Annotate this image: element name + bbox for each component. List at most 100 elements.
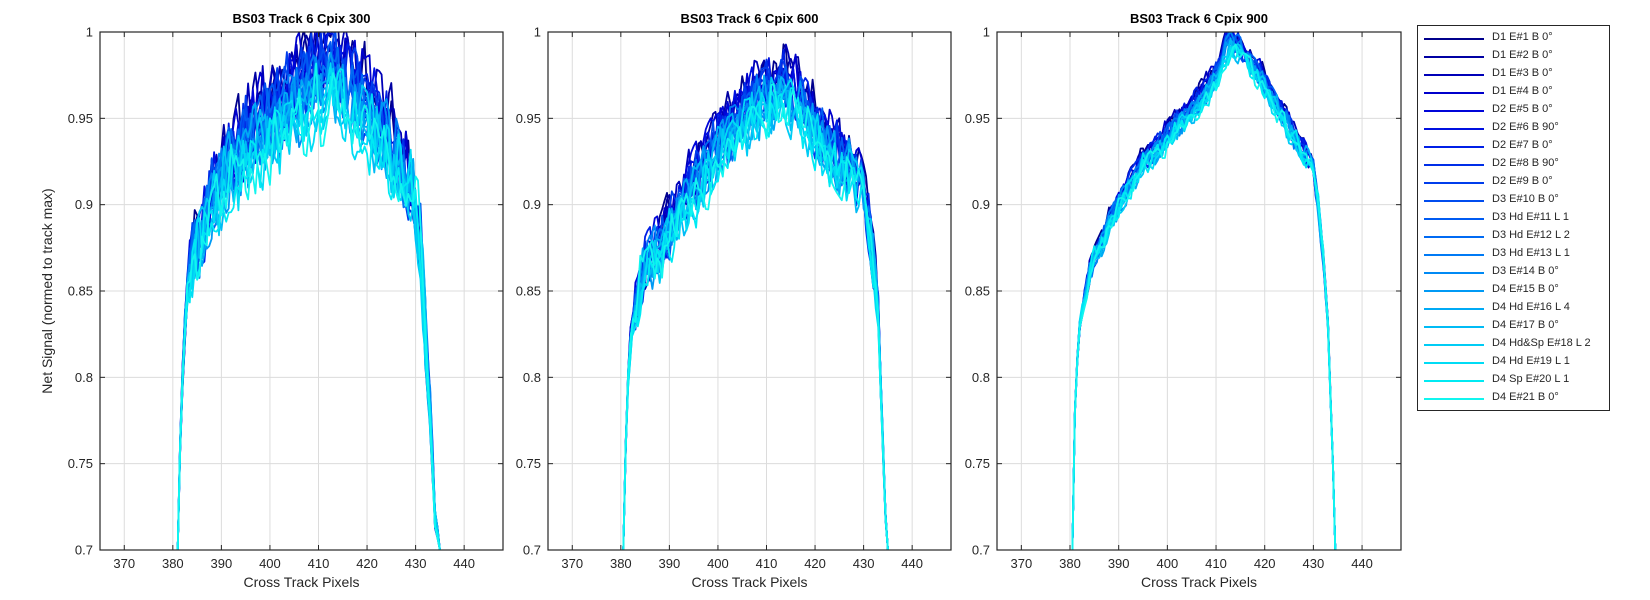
x-tick-label: 370 — [561, 556, 583, 571]
y-tick-label: 0.75 — [68, 456, 93, 471]
legend-entry: D2 E#6 B 90° — [1424, 120, 1609, 138]
x-tick-label: 430 — [853, 556, 875, 571]
legend-label: D2 E#9 B 0° — [1492, 175, 1553, 187]
legend-label: D1 E#1 B 0° — [1492, 31, 1553, 43]
x-axis-label: Cross Track Pixels — [1141, 574, 1257, 590]
legend-entry: D2 E#9 B 0° — [1424, 174, 1609, 192]
subplot-1: 370 380 390 400 410 420 430 440 0.7 0.75 0.8 0.85 0.… — [39, 11, 504, 590]
legend-swatch — [1424, 110, 1484, 112]
x-tick-label: 370 — [1010, 556, 1032, 571]
legend-label: D1 E#3 B 0° — [1492, 67, 1553, 79]
legend-label: D3 Hd E#11 L 1 — [1492, 211, 1570, 223]
legend-swatch — [1424, 164, 1484, 166]
series-line-13 — [176, 54, 441, 550]
legend-label: D4 Hd E#16 L 4 — [1492, 301, 1570, 313]
legend-entry: D3 Hd E#12 L 2 — [1424, 228, 1609, 246]
x-tick-label: 420 — [804, 556, 826, 571]
x-tick-label: 410 — [756, 556, 778, 571]
legend-label: D3 E#10 B 0° — [1492, 193, 1559, 205]
x-tick-label: 380 — [162, 556, 184, 571]
legend-entry: D1 E#1 B 0° — [1424, 30, 1609, 48]
chart-title: BS03 Track 6 Cpix 900 — [1130, 11, 1268, 26]
legend-label: D1 E#4 B 0° — [1492, 85, 1553, 97]
series-line-17 — [176, 74, 441, 550]
legend-entry: D4 Hd E#16 L 4 — [1424, 300, 1609, 318]
x-tick-label: 440 — [453, 556, 475, 571]
legend-entry: D4 Sp E#20 L 1 — [1424, 372, 1609, 390]
legend-swatch — [1424, 380, 1484, 382]
legend-swatch — [1424, 398, 1484, 400]
y-tick-label: 0.95 — [68, 111, 93, 126]
legend-label: D4 Sp E#20 L 1 — [1492, 373, 1570, 385]
x-tick-label: 410 — [308, 556, 330, 571]
legend-swatch — [1424, 290, 1484, 292]
y-tick-label: 0.85 — [68, 284, 93, 299]
legend-swatch — [1424, 74, 1484, 76]
legend-swatch — [1424, 146, 1484, 148]
legend-entry: D4 Hd&Sp E#18 L 2 — [1424, 336, 1609, 354]
legend-entry: D3 Hd E#13 L 1 — [1424, 246, 1609, 264]
x-tick-label: 440 — [1351, 556, 1373, 571]
series-group — [176, 32, 441, 550]
subplot-3: 370 380 390 400 410 420 430 440 0.7 0.75 0.8 0.85 0.… — [965, 11, 1402, 590]
legend-entry: D1 E#4 B 0° — [1424, 84, 1609, 102]
legend-swatch — [1424, 200, 1484, 202]
y-tick-label: 0.75 — [516, 456, 541, 471]
legend-label: D2 E#5 B 0° — [1492, 103, 1553, 115]
legend-swatch — [1424, 272, 1484, 274]
legend-label: D4 E#15 B 0° — [1492, 283, 1559, 295]
legend-label: D2 E#6 B 90° — [1492, 121, 1559, 133]
legend-label: D3 E#14 B 0° — [1492, 265, 1559, 277]
x-tick-label: 400 — [259, 556, 281, 571]
x-tick-label: 440 — [901, 556, 923, 571]
y-tick-label: 0.8 — [75, 370, 93, 385]
legend-swatch — [1424, 218, 1484, 220]
legend-label: D3 Hd E#13 L 1 — [1492, 247, 1570, 259]
x-tick-label: 390 — [211, 556, 233, 571]
x-axis-label: Cross Track Pixels — [692, 574, 808, 590]
legend-entry: D2 E#7 B 0° — [1424, 138, 1609, 156]
series-line-20 — [1071, 43, 1337, 550]
legend-swatch — [1424, 56, 1484, 58]
legend: D1 E#1 B 0° D1 E#2 B 0° D1 E#3 B 0° D1 E#4 … — [1417, 25, 1610, 411]
series-line-20 — [622, 87, 889, 550]
legend-entry: D3 E#10 B 0° — [1424, 192, 1609, 210]
y-tick-label: 0.7 — [75, 543, 93, 558]
series-line-20 — [176, 68, 441, 550]
x-tick-label: 380 — [610, 556, 632, 571]
y-tick-label: 0.8 — [972, 370, 990, 385]
legend-swatch — [1424, 182, 1484, 184]
legend-swatch — [1424, 38, 1484, 40]
legend-swatch — [1424, 344, 1484, 346]
chart-title: BS03 Track 6 Cpix 300 — [232, 11, 370, 26]
legend-entry: D1 E#3 B 0° — [1424, 66, 1609, 84]
x-tick-label: 400 — [707, 556, 729, 571]
legend-entry: D3 Hd E#11 L 1 — [1424, 210, 1609, 228]
legend-label: D4 E#17 B 0° — [1492, 319, 1559, 331]
subplot-2: 370 380 390 400 410 420 430 440 0.7 0.75 0.8 0.85 0.… — [516, 11, 952, 590]
y-tick-label: 0.7 — [523, 543, 541, 558]
y-axis-label: Net Signal (normed to track max) — [39, 188, 55, 393]
y-tick-label: 0.95 — [965, 111, 990, 126]
legend-entry: D4 E#17 B 0° — [1424, 318, 1609, 336]
series-line-21 — [176, 62, 441, 550]
y-tick-label: 1 — [86, 25, 93, 40]
y-tick-label: 0.9 — [972, 197, 990, 212]
legend-swatch — [1424, 128, 1484, 130]
legend-entry: D4 E#15 B 0° — [1424, 282, 1609, 300]
legend-label: D4 E#21 B 0° — [1492, 391, 1559, 403]
y-tick-label: 1 — [534, 25, 541, 40]
legend-entry: D4 Hd E#19 L 1 — [1424, 354, 1609, 372]
legend-swatch — [1424, 254, 1484, 256]
legend-swatch — [1424, 308, 1484, 310]
legend-entry: D3 E#14 B 0° — [1424, 264, 1609, 282]
series-group — [622, 43, 889, 550]
x-tick-label: 390 — [659, 556, 681, 571]
legend-label: D2 E#7 B 0° — [1492, 139, 1553, 151]
legend-entry: D4 E#21 B 0° — [1424, 390, 1609, 408]
y-tick-label: 0.95 — [516, 111, 541, 126]
legend-swatch — [1424, 362, 1484, 364]
series-line-21 — [1071, 44, 1337, 550]
y-tick-label: 0.8 — [523, 370, 541, 385]
